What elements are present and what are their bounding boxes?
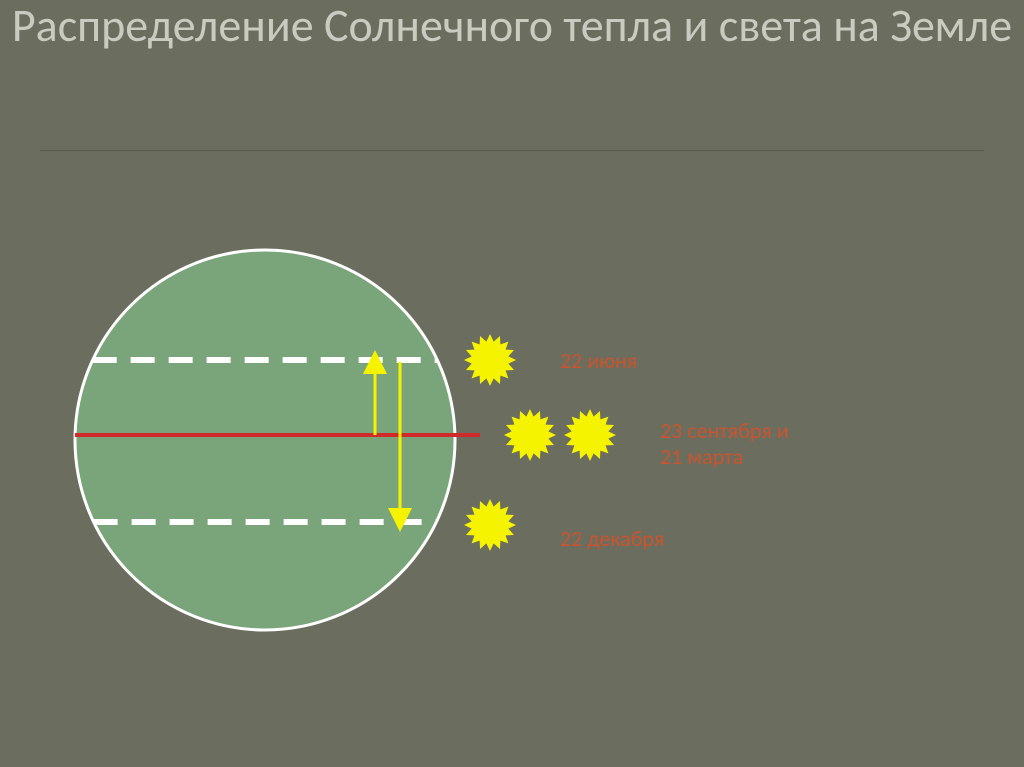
earth-diagram <box>0 0 1024 767</box>
sun-icon <box>564 409 616 461</box>
sun-icon <box>504 409 556 461</box>
label-dec: 22 декабря <box>560 526 664 552</box>
label-june: 22 июня <box>560 348 637 374</box>
label-equinox: 23 сентября и 21 марта <box>660 418 789 471</box>
slide: Распределение Солнечного тепла и света н… <box>0 0 1024 767</box>
sun-icon <box>464 499 516 551</box>
sun-icon <box>464 334 516 386</box>
earth-circle <box>75 250 455 630</box>
